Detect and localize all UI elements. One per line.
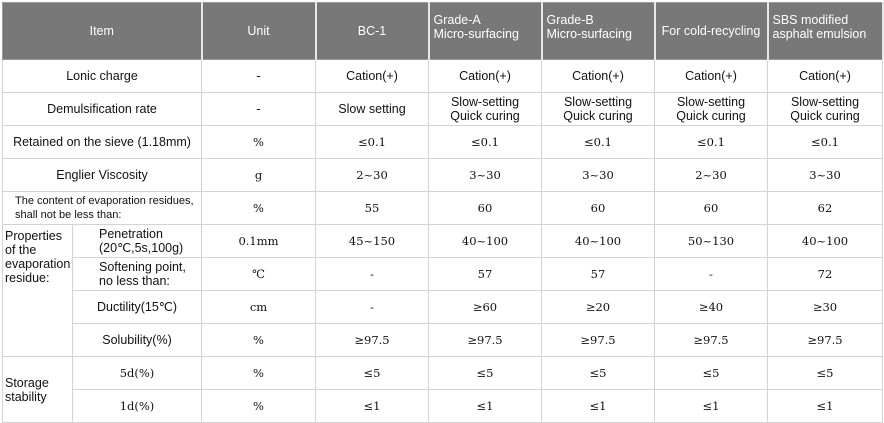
value-cell: Cation(+) bbox=[654, 59, 768, 93]
item-cell: Lonic charge bbox=[2, 59, 202, 93]
value-cell: ≤0.1 bbox=[428, 125, 542, 159]
value-cell: 57 bbox=[541, 257, 655, 291]
value-cell: ≤0.1 bbox=[541, 125, 655, 159]
unit-cell: - bbox=[201, 92, 316, 126]
value-cell: 2~30 bbox=[654, 158, 768, 192]
item-cell: Ductility(15℃) bbox=[72, 290, 202, 324]
value-cell: 3~30 bbox=[428, 158, 542, 192]
group-cell: Properties of the evaporation residue: bbox=[2, 224, 73, 357]
value-cell: ≥60 bbox=[428, 290, 542, 324]
column-header: For cold-recycling bbox=[654, 2, 769, 60]
value-cell: ≤1 bbox=[428, 389, 542, 423]
value-cell: 45~150 bbox=[315, 224, 429, 258]
value-cell: 72 bbox=[767, 257, 883, 291]
value-cell: 60 bbox=[541, 191, 655, 225]
value-cell: ≥97.5 bbox=[428, 323, 542, 357]
value-cell: ≤0.1 bbox=[315, 125, 429, 159]
value-cell: ≥20 bbox=[541, 290, 655, 324]
unit-cell: % bbox=[201, 323, 316, 357]
unit-cell: - bbox=[201, 59, 316, 93]
item-cell: 5d(%) bbox=[72, 356, 202, 390]
unit-cell: % bbox=[201, 191, 316, 225]
unit-cell: cm bbox=[201, 290, 316, 324]
value-cell: ≥40 bbox=[654, 290, 768, 324]
value-cell: - bbox=[315, 257, 429, 291]
unit-cell: % bbox=[201, 389, 316, 423]
item-cell: Retained on the sieve (1.18mm) bbox=[2, 125, 202, 159]
value-cell: ≥97.5 bbox=[767, 323, 883, 357]
table-row: Lonic charge - Cation(+) Cation(+) Cation(+)… bbox=[2, 59, 883, 93]
value-cell: ≤1 bbox=[767, 389, 883, 423]
table-row: Retained on the sieve (1.18mm)% ≤0.1 ≤0.1 ≤… bbox=[2, 125, 883, 159]
value-cell: ≤5 bbox=[428, 356, 542, 390]
column-header: BC-1 bbox=[315, 2, 430, 60]
item-cell: Englier Viscosity bbox=[2, 158, 202, 192]
value-cell: ≤0.1 bbox=[654, 125, 768, 159]
column-header: Unit bbox=[201, 2, 317, 60]
table-row: Softening point, no less than: ℃ -57 57-72 bbox=[3, 257, 883, 291]
value-cell: 40~100 bbox=[428, 224, 542, 258]
item-cell: The content of evaporation residues, sha… bbox=[2, 191, 202, 225]
value-cell: 2~30 bbox=[315, 158, 429, 192]
item-cell: Solubility(%) bbox=[72, 323, 202, 357]
value-cell: 60 bbox=[654, 191, 768, 225]
value-cell: 40~100 bbox=[541, 224, 655, 258]
item-cell: 1d(%) bbox=[72, 389, 202, 423]
value-cell: ≤0.1 bbox=[767, 125, 883, 159]
table-row: 1d(%)% ≤1 ≤1 ≤1 ≤1 ≤1 bbox=[3, 389, 883, 423]
value-cell: Cation(+) bbox=[315, 59, 429, 93]
value-cell: Cation(+) bbox=[767, 59, 883, 93]
column-header: SBS modified asphalt emulsion bbox=[767, 2, 884, 60]
value-cell: ≤5 bbox=[541, 356, 655, 390]
value-cell: Slow-setting Quick curing bbox=[767, 92, 883, 126]
value-cell: Slow-setting Quick curing bbox=[541, 92, 655, 126]
value-cell: ≤5 bbox=[654, 356, 768, 390]
value-cell: ≥97.5 bbox=[654, 323, 768, 357]
value-cell: ≥97.5 bbox=[315, 323, 429, 357]
value-cell: 50~130 bbox=[654, 224, 768, 258]
value-cell: ≤1 bbox=[541, 389, 655, 423]
value-cell: 3~30 bbox=[541, 158, 655, 192]
value-cell: Cation(+) bbox=[541, 59, 655, 93]
item-cell: Demulsification rate bbox=[2, 92, 202, 126]
header-row: Item Unit BC-1 Grade-A Micro-surfacing Grade… bbox=[2, 2, 884, 60]
value-cell: Slow-setting Quick curing bbox=[428, 92, 542, 126]
value-cell: Slow setting bbox=[315, 92, 429, 126]
unit-cell: g bbox=[201, 158, 316, 192]
value-cell: 60 bbox=[428, 191, 542, 225]
unit-cell: % bbox=[201, 356, 316, 390]
table-row: The content of evaporation residues, sha… bbox=[2, 191, 883, 225]
group-cell: Storage stability bbox=[2, 356, 73, 423]
value-cell: ≤5 bbox=[767, 356, 883, 390]
column-header: Grade-B Micro-surfacing bbox=[541, 2, 656, 60]
unit-cell: % bbox=[201, 125, 316, 159]
value-cell: ≥30 bbox=[767, 290, 883, 324]
value-cell: ≤1 bbox=[315, 389, 429, 423]
value-cell: 3~30 bbox=[767, 158, 883, 192]
unit-cell: 0.1mm bbox=[201, 224, 316, 258]
value-cell: ≤1 bbox=[654, 389, 768, 423]
value-cell: 40~100 bbox=[767, 224, 883, 258]
column-header: Grade-A Micro-surfacing bbox=[428, 2, 543, 60]
value-cell: ≥97.5 bbox=[541, 323, 655, 357]
value-cell: 62 bbox=[767, 191, 883, 225]
item-cell: Penetration (20℃,5s,100g) bbox=[72, 224, 202, 258]
value-cell: 57 bbox=[428, 257, 542, 291]
value-cell: Slow-setting Quick curing bbox=[654, 92, 768, 126]
unit-cell: ℃ bbox=[201, 257, 316, 291]
table-row: Properties of the evaporation residue: Pe… bbox=[2, 224, 883, 357]
value-cell: - bbox=[654, 257, 768, 291]
value-cell: ≤5 bbox=[315, 356, 429, 390]
table-row: Englier Viscosity g 2~30 3~30 3~30 2~30 3~30 bbox=[2, 158, 883, 192]
table-row: Storage stability 5d(%)% ≤5 ≤5 ≤5 ≤5 ≤5 bbox=[2, 356, 883, 423]
column-header: Item bbox=[2, 2, 203, 60]
item-cell: Softening point, no less than: bbox=[72, 257, 202, 291]
table-row: Solubility(%)% ≥97.5 ≥97.5 ≥97.5 ≥97.5 ≥97.5 bbox=[3, 323, 883, 357]
table-row: Demulsification rate - Slow setting Slow-se… bbox=[2, 92, 883, 126]
value-cell: - bbox=[315, 290, 429, 324]
table-row: Ductility(15℃) cm - ≥60 ≥20 ≥40 ≥30 bbox=[3, 290, 883, 324]
value-cell: 55 bbox=[315, 191, 429, 225]
value-cell: Cation(+) bbox=[428, 59, 542, 93]
